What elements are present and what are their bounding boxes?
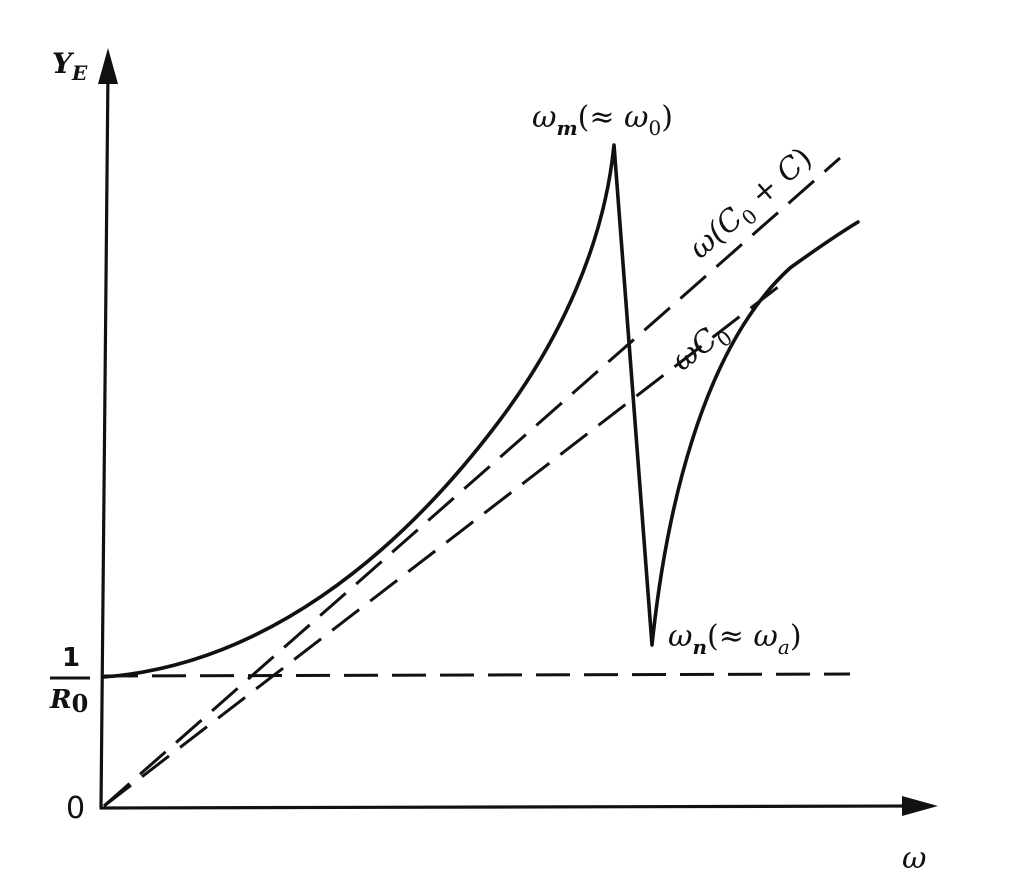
- admittance-curve: [102, 143, 860, 679]
- conductance-numerator: 1: [62, 643, 80, 673]
- origin-label: 0: [66, 791, 85, 826]
- total-capacitance-asymptote: [103, 156, 841, 808]
- x-axis-label: ω: [902, 841, 926, 876]
- x-axis-arrowhead: [902, 796, 938, 816]
- conductance-asymptote: [103, 672, 851, 678]
- peak-label: ωm(≈ ω0): [532, 100, 673, 140]
- y-axis-label: YE: [52, 47, 88, 85]
- x-axis: [99, 804, 917, 810]
- static-capacitance-label: ωC0: [665, 314, 736, 382]
- total-capacitance-label: ω(C0 + C): [682, 141, 821, 269]
- conductance-label: 1 R0: [49, 643, 90, 718]
- trough-label: ωn(≈ ωa): [668, 619, 802, 659]
- y-axis-arrowhead: [98, 48, 118, 84]
- conductance-denominator: R0: [49, 685, 88, 718]
- y-axis: [99, 68, 110, 810]
